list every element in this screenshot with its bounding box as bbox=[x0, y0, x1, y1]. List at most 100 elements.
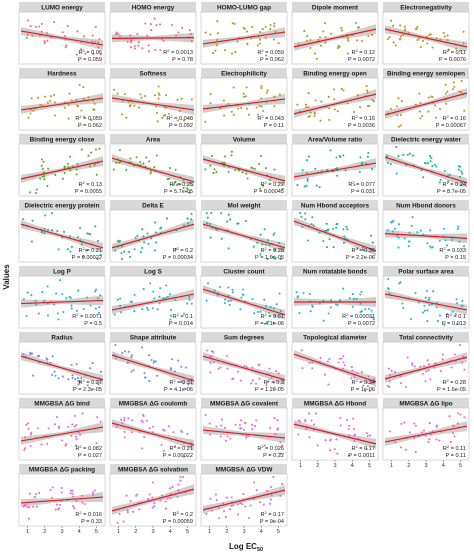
data-point bbox=[400, 422, 403, 425]
data-point bbox=[78, 381, 82, 384]
data-point bbox=[251, 25, 254, 28]
data-point bbox=[429, 245, 432, 248]
data-point bbox=[29, 433, 32, 436]
data-point bbox=[417, 37, 421, 40]
r-squared-value: = 0.2 bbox=[179, 248, 193, 254]
facet-title: LUMO energy bbox=[41, 4, 83, 11]
data-point bbox=[435, 424, 438, 427]
data-point bbox=[240, 427, 243, 430]
r-squared-symbol: R bbox=[351, 248, 355, 254]
data-point bbox=[276, 428, 279, 431]
p-value-label: P = 0.059 bbox=[78, 57, 102, 63]
data-point bbox=[61, 177, 64, 180]
data-point bbox=[91, 491, 94, 494]
data-point bbox=[129, 500, 132, 503]
data-point bbox=[450, 238, 453, 242]
r-squared-exponent: 2 bbox=[352, 180, 355, 185]
r-squared-exponent: 2 bbox=[356, 48, 359, 53]
data-point bbox=[389, 162, 392, 166]
data-point bbox=[162, 297, 165, 300]
data-point bbox=[96, 239, 99, 243]
data-point bbox=[123, 93, 126, 96]
data-point bbox=[356, 371, 359, 375]
x-tick-label: 4 bbox=[442, 463, 445, 469]
data-point bbox=[443, 35, 446, 38]
data-point bbox=[67, 378, 70, 381]
data-point bbox=[368, 434, 372, 437]
data-point bbox=[149, 170, 152, 173]
data-point bbox=[438, 239, 441, 243]
data-point bbox=[162, 39, 165, 42]
data-point bbox=[256, 241, 259, 244]
data-point bbox=[415, 27, 418, 30]
x-axis-title-subscript: 50 bbox=[257, 547, 263, 553]
regression-line bbox=[293, 353, 377, 383]
data-point bbox=[136, 493, 139, 496]
data-point bbox=[150, 237, 153, 240]
data-point bbox=[297, 433, 300, 436]
data-point bbox=[139, 251, 143, 254]
r-squared-label: R2 = 0.28 bbox=[260, 246, 284, 254]
data-point bbox=[23, 436, 27, 439]
data-point bbox=[127, 250, 131, 253]
data-point bbox=[69, 250, 72, 253]
data-point bbox=[145, 419, 148, 422]
data-point bbox=[136, 234, 139, 237]
data-point bbox=[115, 31, 118, 34]
data-point bbox=[268, 244, 271, 247]
r-squared-label: R2 = 0.27 bbox=[78, 378, 102, 386]
data-point bbox=[366, 381, 369, 384]
data-point bbox=[319, 119, 322, 122]
data-point bbox=[70, 99, 73, 102]
data-point bbox=[82, 255, 85, 258]
data-point bbox=[265, 91, 268, 94]
data-point bbox=[128, 105, 131, 108]
data-point bbox=[269, 306, 272, 309]
data-point bbox=[388, 36, 391, 39]
data-point bbox=[77, 383, 80, 386]
data-point bbox=[129, 300, 132, 304]
x-tick-label: 4 bbox=[169, 529, 172, 535]
data-point bbox=[40, 30, 43, 33]
data-point bbox=[174, 181, 177, 184]
data-point bbox=[98, 306, 101, 309]
data-point bbox=[243, 364, 246, 367]
data-point bbox=[47, 167, 50, 170]
data-point bbox=[99, 294, 102, 297]
data-point bbox=[306, 179, 309, 182]
data-point bbox=[50, 95, 53, 98]
p-value-label: P = 1.6e-05 bbox=[437, 387, 466, 393]
data-point bbox=[169, 487, 172, 490]
facet-strip bbox=[19, 68, 105, 78]
data-point bbox=[403, 237, 406, 240]
data-point bbox=[236, 503, 239, 506]
data-point bbox=[209, 236, 212, 239]
data-point bbox=[429, 229, 432, 232]
data-point bbox=[240, 106, 243, 110]
data-point bbox=[91, 34, 94, 37]
data-point bbox=[116, 240, 119, 243]
r-squared-label: R2 = 0.059 bbox=[75, 114, 102, 122]
data-point bbox=[426, 359, 429, 362]
data-point bbox=[251, 379, 254, 382]
regression-line bbox=[202, 288, 286, 316]
data-point bbox=[120, 418, 123, 421]
facet-strip bbox=[201, 2, 287, 12]
data-point bbox=[393, 227, 396, 230]
data-point bbox=[126, 509, 129, 512]
data-point bbox=[273, 417, 276, 420]
data-point bbox=[255, 419, 258, 422]
data-point bbox=[456, 227, 459, 230]
data-point bbox=[59, 279, 62, 282]
data-point bbox=[174, 445, 177, 448]
x-tick-label: 1 bbox=[117, 529, 120, 535]
data-point bbox=[26, 19, 29, 22]
data-point bbox=[43, 40, 46, 43]
data-point bbox=[308, 292, 311, 295]
data-point bbox=[155, 154, 158, 157]
data-point bbox=[57, 377, 60, 380]
data-point bbox=[230, 150, 233, 153]
